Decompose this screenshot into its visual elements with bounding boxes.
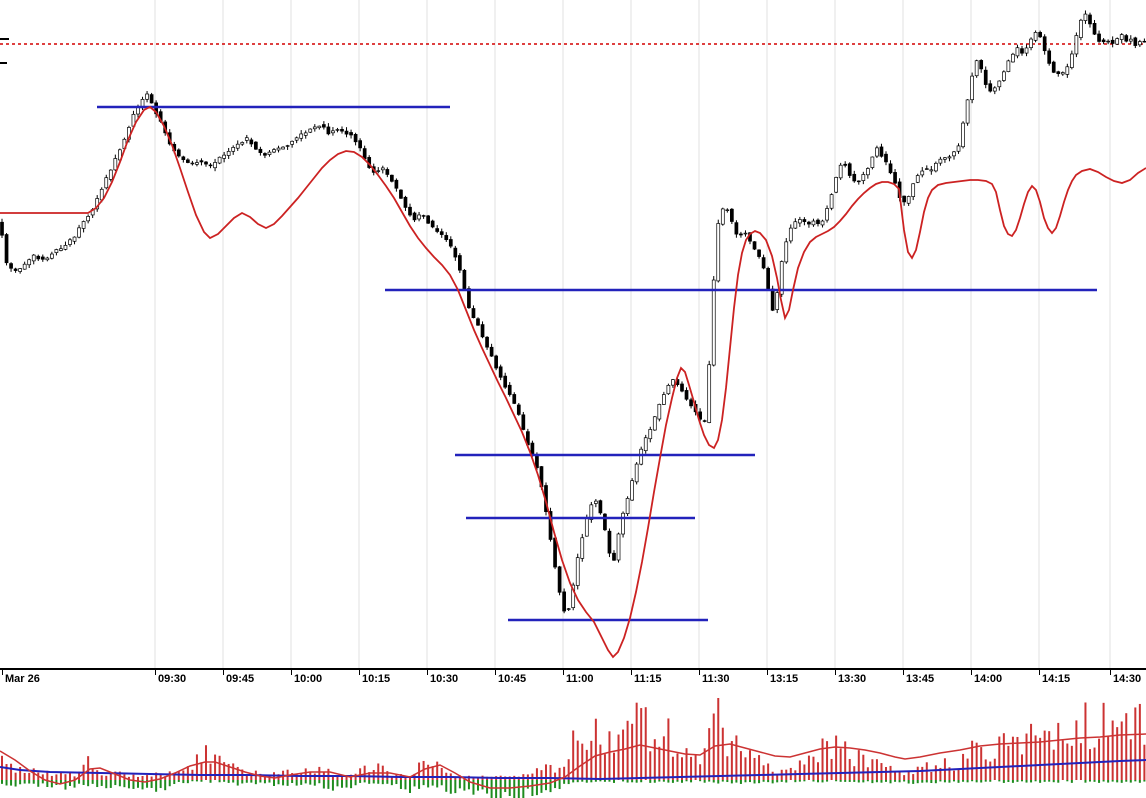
time-axis-label: 13:45 xyxy=(906,673,935,685)
time-axis-label: 11:00 xyxy=(566,673,594,685)
date-label: Mar 26 xyxy=(5,673,40,685)
time-axis-label: 11:30 xyxy=(702,673,730,685)
moving-average-line xyxy=(0,105,1146,659)
time-axis-label: 10:00 xyxy=(294,673,323,685)
time-axis-label: 10:15 xyxy=(362,673,391,685)
left-edge-mark xyxy=(0,62,7,64)
time-axis-label: 14:00 xyxy=(974,673,1003,685)
gridlines xyxy=(154,0,1111,668)
time-axis-label: 14:30 xyxy=(1113,673,1142,685)
time-axis-label: 09:45 xyxy=(226,673,255,685)
axis-tick xyxy=(835,670,836,675)
time-axis[interactable]: Mar 26 09:30 09:45 10:00 10:15 10:30 10:45 11:0… xyxy=(0,668,1146,692)
indicator-red-line xyxy=(0,733,1146,789)
axis-tick xyxy=(903,670,904,675)
time-axis-label: 13:15 xyxy=(770,673,799,685)
time-axis-label: 09:30 xyxy=(158,673,187,685)
axis-tick xyxy=(155,670,156,675)
axis-tick xyxy=(2,670,3,675)
axis-tick xyxy=(359,670,360,675)
axis-tick xyxy=(223,670,224,675)
axis-tick xyxy=(1110,670,1111,675)
axis-tick xyxy=(291,670,292,675)
candlesticks xyxy=(0,10,1146,614)
time-axis-label: 10:45 xyxy=(498,673,527,685)
axis-tick xyxy=(631,670,632,675)
indicator-blue-line xyxy=(0,759,1146,781)
time-axis-label: 13:30 xyxy=(838,673,867,685)
axis-tick xyxy=(495,670,496,675)
left-edge-mark xyxy=(0,38,9,40)
axis-tick xyxy=(1039,670,1040,675)
axis-tick xyxy=(767,670,768,675)
axis-tick xyxy=(563,670,564,675)
time-axis-label: 14:15 xyxy=(1042,673,1071,685)
time-axis-label: 11:15 xyxy=(634,673,662,685)
axis-tick xyxy=(971,670,972,675)
axis-tick xyxy=(699,670,700,675)
axis-tick xyxy=(427,670,428,675)
time-axis-label: 10:30 xyxy=(430,673,459,685)
